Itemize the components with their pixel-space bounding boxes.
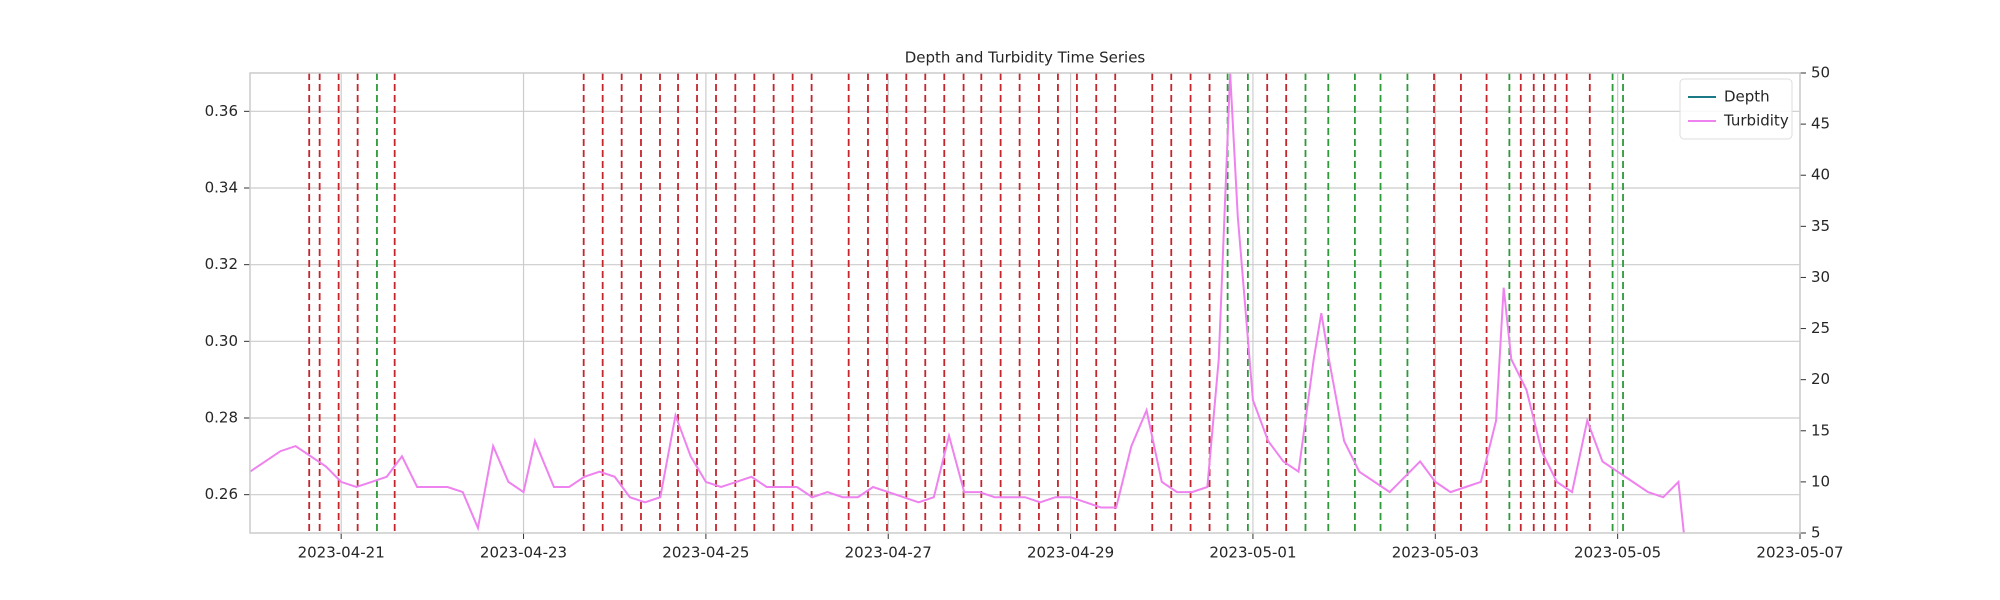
x-tick-label: 2023-04-21 — [298, 544, 385, 562]
y-tick-label: 0.28 — [205, 409, 238, 427]
y2-tick-label: 20 — [1811, 370, 1830, 388]
x-tick-label: 2023-04-25 — [662, 544, 749, 562]
y2-tick-label: 15 — [1811, 421, 1830, 439]
x-tick-label: 2023-04-29 — [1027, 544, 1114, 562]
y-tick-label: 0.30 — [205, 332, 238, 350]
y2-tick-label: 50 — [1811, 64, 1830, 82]
y2-tick-label: 45 — [1811, 115, 1830, 133]
y-tick-label: 0.26 — [205, 485, 238, 503]
y2-tick-label: 25 — [1811, 319, 1830, 337]
x-tick-label: 2023-04-27 — [845, 544, 932, 562]
y-tick-label: 0.34 — [205, 179, 238, 197]
chart-title: Depth and Turbidity Time Series — [905, 49, 1146, 67]
x-tick-label: 2023-05-07 — [1756, 544, 1843, 562]
y-tick-label: 0.36 — [205, 102, 238, 120]
plot-frame — [249, 72, 1801, 534]
x-tick-label: 2023-04-23 — [480, 544, 567, 562]
y2-tick-label: 10 — [1811, 472, 1830, 490]
x-tick-label: 2023-05-03 — [1392, 544, 1479, 562]
x-tick-label: 2023-05-01 — [1209, 544, 1296, 562]
y2-tick-label: 35 — [1811, 217, 1830, 235]
series-line — [250, 73, 1685, 533]
legend-box — [1679, 78, 1793, 140]
x-tick-label: 2023-05-05 — [1574, 544, 1661, 562]
y2-tick-label: 30 — [1811, 268, 1830, 286]
y-tick-label: 0.32 — [205, 255, 238, 273]
y2-tick-label: 5 — [1811, 524, 1821, 542]
legend-label: Depth — [1724, 88, 1770, 106]
legend-label: Turbidity — [1723, 112, 1789, 130]
y2-tick-label: 40 — [1811, 166, 1830, 184]
